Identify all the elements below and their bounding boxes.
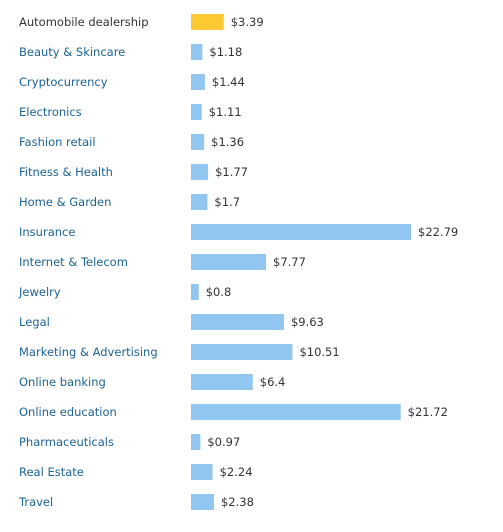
bar bbox=[191, 104, 202, 120]
bar bbox=[191, 134, 205, 150]
value-label: $7.77 bbox=[273, 255, 306, 269]
category-label: Fitness & Health bbox=[19, 165, 113, 179]
bar bbox=[191, 314, 284, 330]
category-label: Online banking bbox=[19, 375, 106, 389]
category-label: Marketing & Advertising bbox=[19, 345, 158, 359]
category-label: Legal bbox=[19, 315, 50, 329]
value-label: $6.4 bbox=[260, 375, 286, 389]
bar bbox=[191, 74, 205, 90]
category-label: Electronics bbox=[19, 105, 82, 119]
bar bbox=[191, 284, 199, 300]
bar-row: Fitness & Health $1.77 bbox=[19, 164, 248, 180]
category-label: Internet & Telecom bbox=[19, 255, 128, 269]
value-label: $9.63 bbox=[291, 315, 324, 329]
category-label: Jewelry bbox=[18, 285, 61, 299]
value-label: $2.38 bbox=[221, 495, 254, 509]
value-label: $2.24 bbox=[220, 465, 253, 479]
bar bbox=[191, 164, 209, 180]
category-label: Insurance bbox=[19, 225, 75, 239]
value-label: $3.39 bbox=[231, 15, 264, 29]
category-label: Travel bbox=[18, 495, 53, 509]
bar bbox=[191, 404, 401, 420]
bar-row: Automobile dealership $3.39 bbox=[19, 14, 264, 30]
bar-row: Online education $21.72 bbox=[19, 404, 448, 420]
bar bbox=[191, 374, 253, 390]
bar bbox=[191, 224, 411, 240]
bar bbox=[191, 434, 201, 450]
bar-row: Insurance $22.79 bbox=[19, 224, 458, 240]
value-label: $0.97 bbox=[207, 435, 240, 449]
bar-row: Cryptocurrency $1.44 bbox=[19, 74, 245, 90]
category-label: Automobile dealership bbox=[19, 15, 149, 29]
bar-row: Home & Garden $1.7 bbox=[19, 194, 240, 210]
bar-row: Online banking $6.4 bbox=[19, 374, 285, 390]
bar bbox=[191, 14, 224, 30]
bar-row: Real Estate $2.24 bbox=[19, 464, 253, 480]
bar-row: Jewelry $0.8 bbox=[18, 284, 231, 300]
bar-row: Legal $9.63 bbox=[19, 314, 324, 330]
value-label: $1.44 bbox=[212, 75, 245, 89]
category-label: Pharmaceuticals bbox=[19, 435, 114, 449]
bar-row: Fashion retail $1.36 bbox=[19, 134, 244, 150]
category-label: Online education bbox=[19, 405, 117, 419]
bar bbox=[191, 254, 267, 270]
bar-row: Pharmaceuticals $0.97 bbox=[19, 434, 240, 450]
bar bbox=[191, 494, 214, 510]
value-label: $21.72 bbox=[408, 405, 448, 419]
bar bbox=[191, 44, 203, 60]
category-label: Real Estate bbox=[19, 465, 84, 479]
value-label: $10.51 bbox=[299, 345, 339, 359]
bar-row: Beauty & Skincare $1.18 bbox=[19, 44, 242, 60]
bar bbox=[191, 194, 208, 210]
category-label: Home & Garden bbox=[19, 195, 111, 209]
bar-row: Marketing & Advertising $10.51 bbox=[19, 344, 340, 360]
category-label: Fashion retail bbox=[19, 135, 96, 149]
value-label: $1.77 bbox=[215, 165, 248, 179]
bar-row: Electronics $1.11 bbox=[19, 104, 242, 120]
value-label: $1.18 bbox=[209, 45, 242, 59]
bar bbox=[191, 464, 213, 480]
category-label: Beauty & Skincare bbox=[19, 45, 125, 59]
bar-row: Internet & Telecom $7.77 bbox=[19, 254, 306, 270]
value-label: $22.79 bbox=[418, 225, 458, 239]
bar-row: Travel $2.38 bbox=[18, 494, 254, 510]
value-label: $1.11 bbox=[209, 105, 242, 119]
bar bbox=[191, 344, 293, 360]
value-label: $1.7 bbox=[214, 195, 240, 209]
value-label: $1.36 bbox=[211, 135, 244, 149]
value-label: $0.8 bbox=[206, 285, 232, 299]
category-label: Cryptocurrency bbox=[19, 75, 108, 89]
